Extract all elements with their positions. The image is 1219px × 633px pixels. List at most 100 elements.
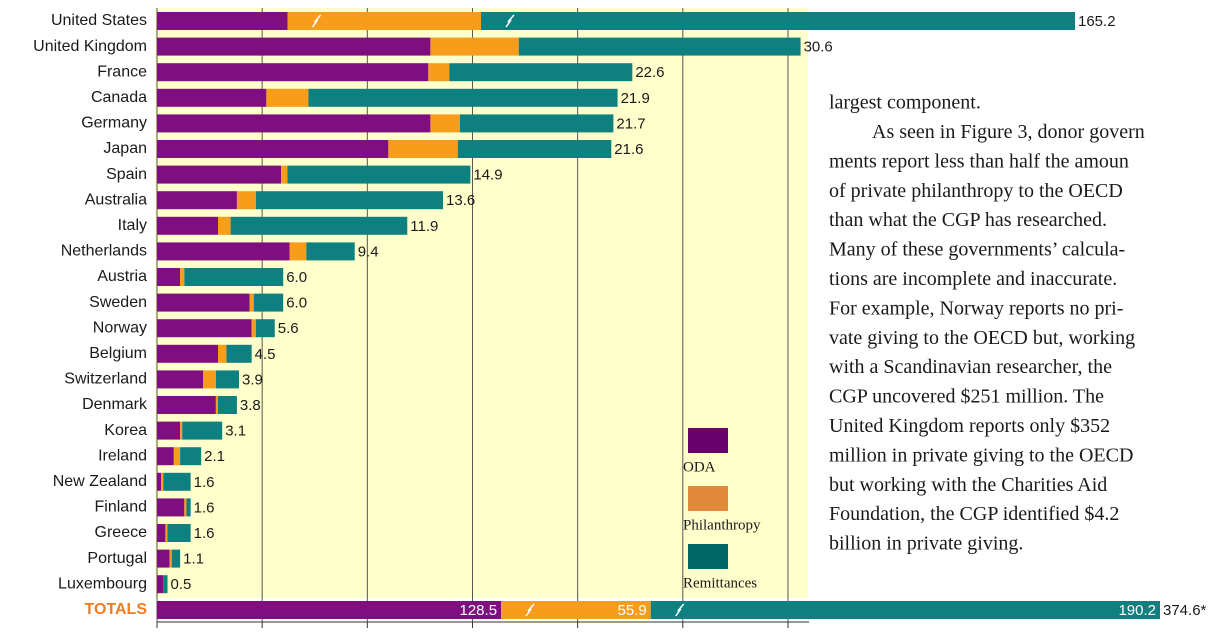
- total-label: 14.9: [473, 167, 502, 184]
- legend-swatch: [688, 544, 728, 569]
- segment-label: 190.2: [1118, 602, 1156, 619]
- bar-segment: [157, 524, 166, 542]
- bar-segment: [157, 498, 185, 517]
- bar-segment: [180, 447, 202, 466]
- bar-segment: [428, 63, 450, 82]
- bar-segment: [157, 37, 431, 56]
- total-label: 5.6: [278, 320, 299, 337]
- legend-swatch: [688, 486, 728, 511]
- bar-segment: [281, 165, 288, 184]
- category-label: Canada: [91, 89, 147, 106]
- category-label: Sweden: [89, 294, 147, 311]
- category-label: Japan: [103, 140, 147, 157]
- bar-segment: [287, 12, 481, 30]
- category-label: Norway: [93, 319, 147, 336]
- total-label: 3.8: [240, 397, 261, 414]
- bar-segment: [157, 396, 216, 414]
- bar-segment: [518, 37, 801, 56]
- total-label: 6.0: [286, 295, 307, 312]
- bar-segment: [255, 191, 444, 210]
- category-label: Portugal: [87, 550, 147, 567]
- bar-segment: [157, 319, 252, 338]
- paragraph-line: with a Scandinavian researcher, the: [829, 356, 1112, 378]
- bar-segment: [650, 601, 1160, 619]
- bar-segment: [163, 472, 191, 491]
- bar-segment: [157, 268, 181, 286]
- bar-segment: [226, 344, 252, 363]
- bar-segment: [217, 344, 227, 363]
- text-background: [810, 82, 1219, 598]
- bar-segment: [157, 472, 162, 491]
- bar-segment: [236, 191, 256, 210]
- bar-segment: [171, 549, 181, 568]
- category-label: Netherlands: [61, 243, 147, 260]
- axis-break: [675, 603, 685, 617]
- bar-segment: [480, 12, 1076, 30]
- legend-label: Philanthropy: [683, 517, 761, 533]
- category-label: Italy: [118, 217, 147, 234]
- bar-segment: [157, 216, 218, 235]
- total-label: 2.1: [204, 448, 225, 465]
- axis-break: [525, 603, 535, 617]
- category-label: New Zealand: [53, 473, 147, 490]
- bar-segment: [157, 370, 204, 389]
- bar-segment: [266, 88, 309, 107]
- bar-segment: [186, 498, 191, 517]
- bar-segment: [255, 319, 275, 338]
- total-label: 21.7: [616, 115, 645, 132]
- total-label: 21.6: [614, 141, 643, 158]
- bar-segment: [217, 396, 237, 414]
- bar-segment: [306, 242, 355, 261]
- total-label: 1.1: [183, 551, 204, 568]
- category-label: United States: [51, 12, 147, 29]
- category-label: Ireland: [98, 447, 147, 464]
- paragraph-line: but working with the Charities Aid: [829, 474, 1107, 496]
- bar-segment: [249, 293, 254, 312]
- bar-segment: [157, 575, 164, 594]
- paragraph-line: vate giving to the OECD but, working: [829, 327, 1135, 349]
- total-label: 3.1: [225, 423, 246, 440]
- bar-segment: [457, 140, 612, 158]
- bar-segment: [157, 421, 181, 440]
- paragraph-line: For example, Norway reports no pri-: [829, 297, 1123, 319]
- paragraph-line: tions are incomplete and inaccurate.: [829, 268, 1117, 290]
- category-label: Austria: [97, 268, 147, 285]
- paragraph-line: As seen in Figure 3, donor govern: [872, 121, 1145, 143]
- axis-break: [505, 14, 515, 28]
- bar-segment: [215, 370, 240, 389]
- total-label: 1.6: [194, 474, 215, 491]
- bar-segment: [165, 524, 168, 542]
- legend-label: Remittances: [683, 575, 757, 591]
- category-label: Finland: [95, 499, 147, 516]
- total-label: 6.0: [286, 269, 307, 286]
- bar-segment: [157, 63, 429, 82]
- bar-segment: [157, 549, 170, 568]
- segment-label: 55.9: [618, 602, 647, 619]
- total-label: 165.2: [1078, 13, 1116, 30]
- bar-segment: [182, 421, 223, 440]
- total-label: 13.6: [446, 192, 475, 209]
- legend-swatch: [688, 428, 728, 453]
- segment-label: 128.5: [460, 602, 498, 619]
- category-label: Spain: [106, 166, 147, 183]
- bar-segment: [215, 396, 218, 414]
- bar-segment: [184, 268, 284, 286]
- legend-label: ODA: [683, 459, 716, 475]
- paragraph-line: billion in private giving.: [829, 533, 1023, 555]
- bar-segment: [157, 191, 237, 210]
- category-label: Belgium: [89, 345, 147, 362]
- total-label: 21.9: [621, 90, 650, 107]
- bar-segment: [157, 88, 267, 107]
- bar-segment: [157, 140, 389, 158]
- bar-segment: [501, 601, 651, 619]
- total-label: 1.6: [194, 525, 215, 542]
- bar-segment: [163, 575, 168, 594]
- bar-segment: [167, 524, 191, 542]
- bar-segment: [157, 165, 282, 184]
- category-label: Switzerland: [64, 371, 147, 388]
- total-label: 1.6: [194, 499, 215, 516]
- bar-segment: [173, 447, 181, 466]
- bar-segment: [308, 88, 618, 107]
- paragraph-line: Many of these governments’ calcula-: [829, 239, 1125, 261]
